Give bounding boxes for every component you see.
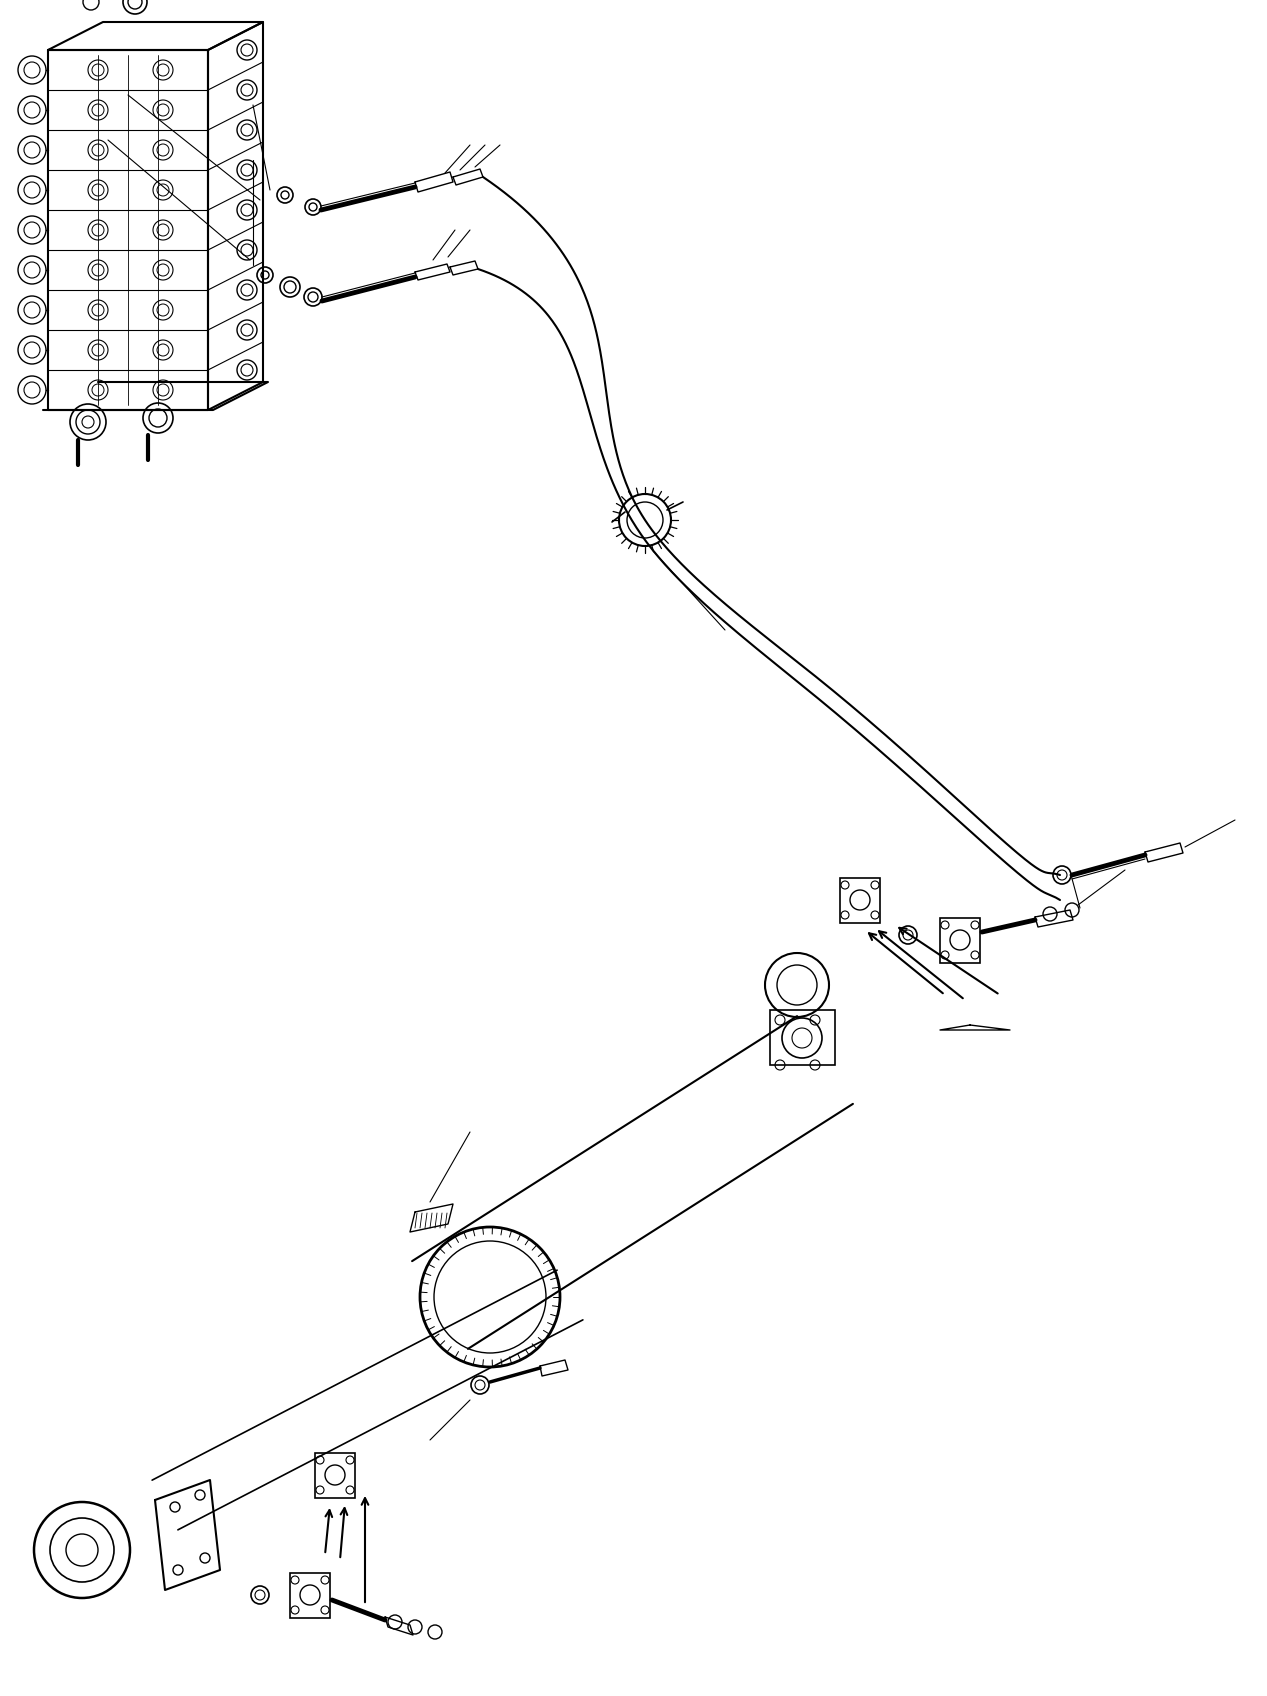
Bar [315, 1453, 355, 1498]
Bar [840, 879, 881, 923]
Bar [940, 918, 979, 963]
Bar [290, 1572, 329, 1618]
Bar [770, 1011, 835, 1065]
